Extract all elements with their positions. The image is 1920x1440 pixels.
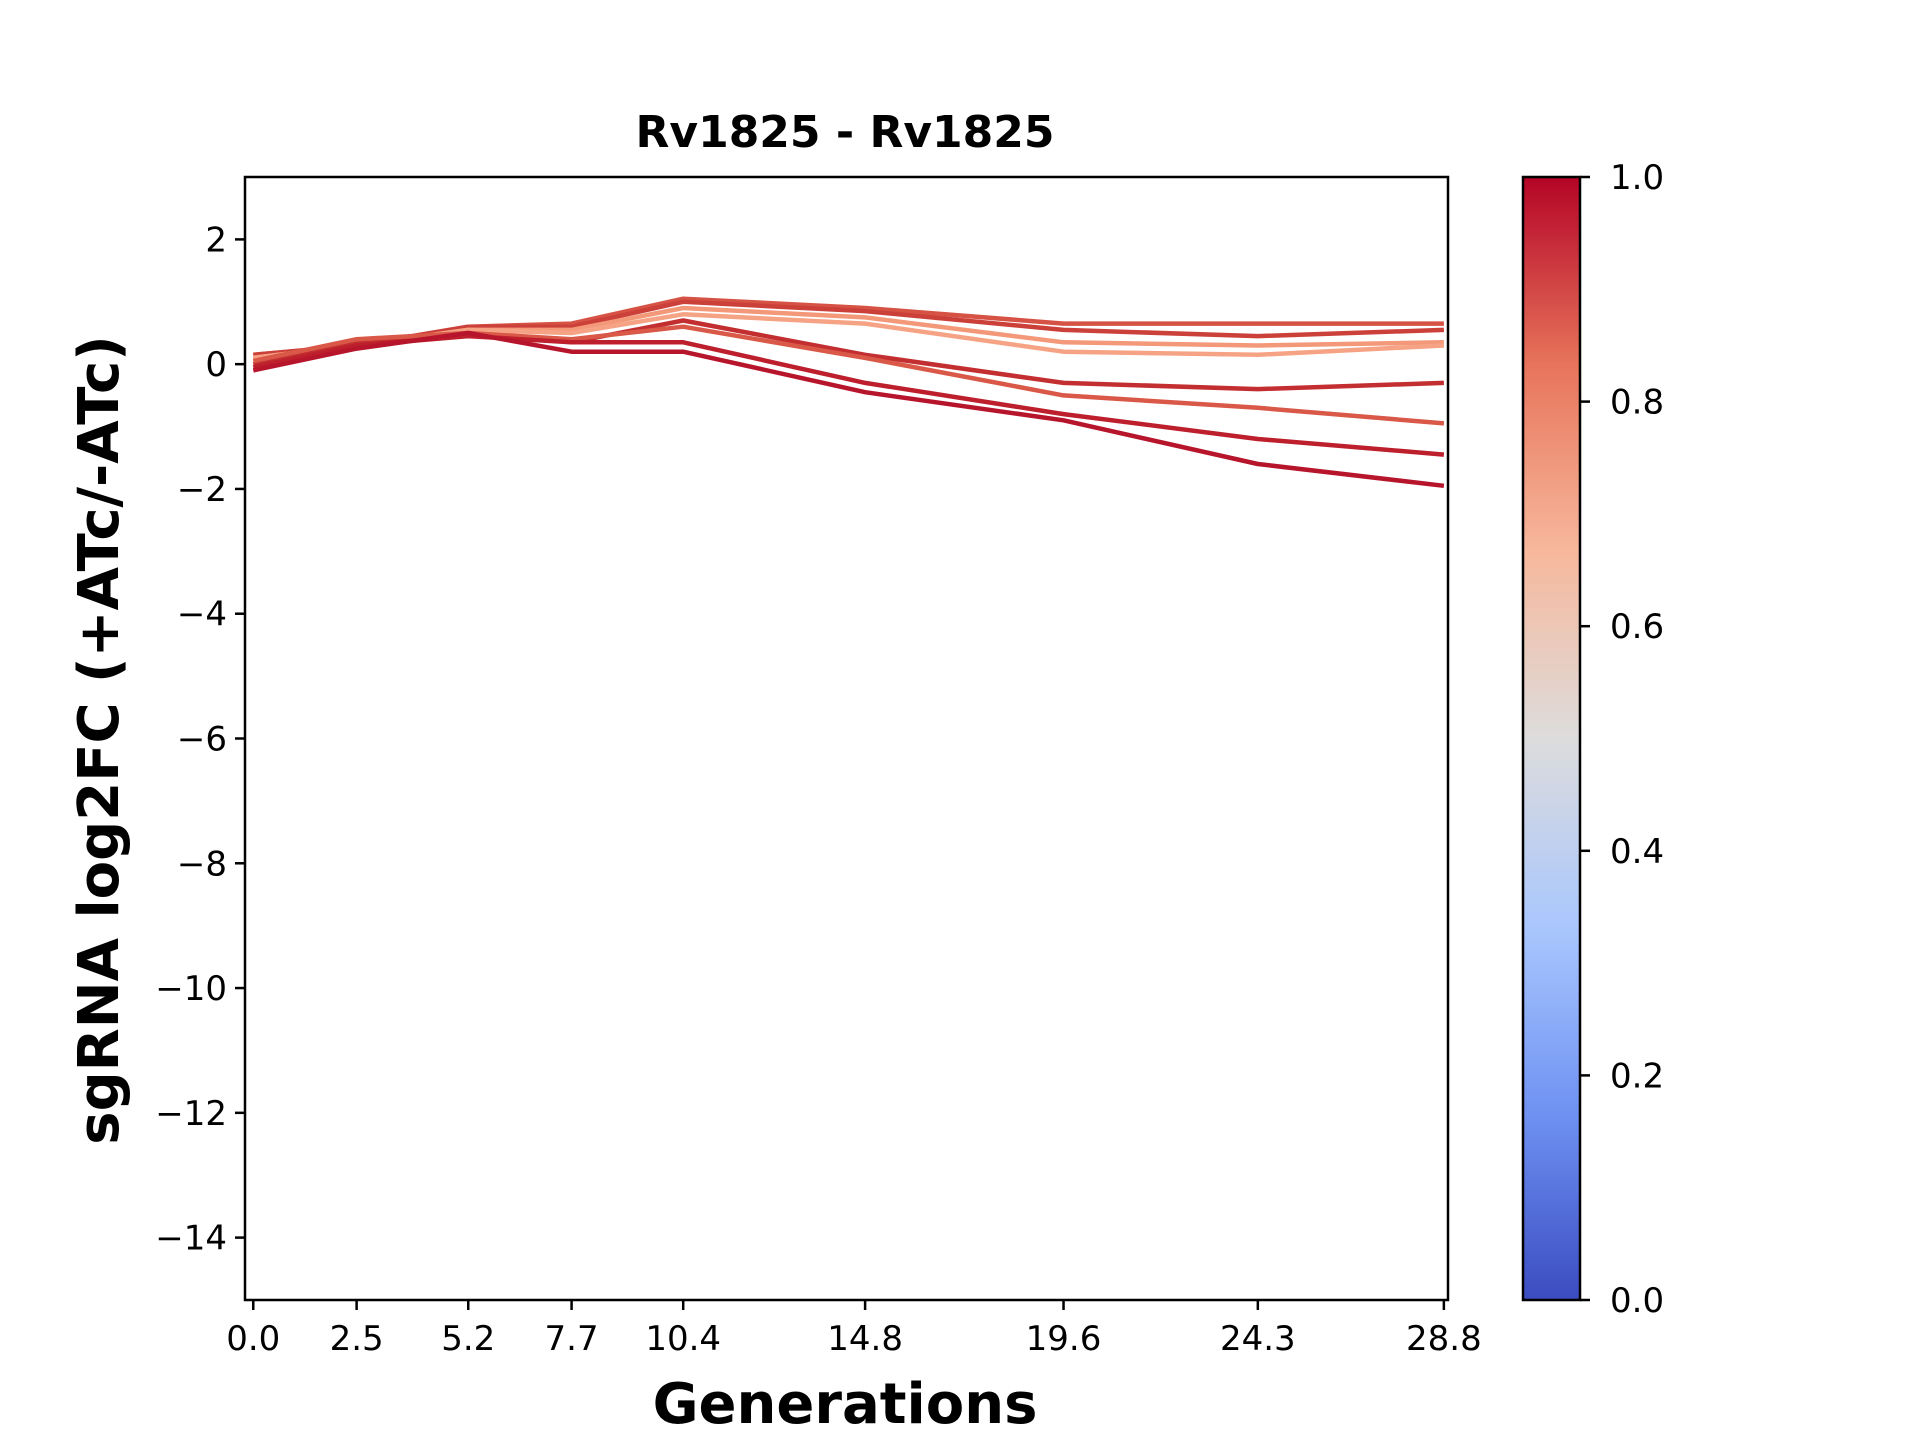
plot-area: 0.0 2.5 5.2 7.7 10.4 14.8 19.6 24.3 28.8 2 0 −2 −4 −6… (155, 175, 1482, 1359)
y-tick-label: −8 (177, 844, 227, 884)
colorbar-tick-label: 0.0 (1610, 1281, 1664, 1321)
colorbar-tick-label: 0.8 (1610, 383, 1664, 423)
x-tick-label: 5.2 (441, 1319, 495, 1359)
chart-title: Rv1825 - Rv1825 (636, 107, 1055, 158)
y-tick-label: −14 (155, 1219, 227, 1259)
y-tick-label: −2 (177, 470, 227, 510)
colorbar: 1.0 0.8 0.6 0.4 0.2 0.0 (1521, 158, 1664, 1321)
colorbar-tick-label: 1.0 (1610, 158, 1664, 198)
y-tick-label: −12 (155, 1094, 227, 1134)
series-line-6 (252, 324, 1445, 426)
x-tick-label: 19.6 (1026, 1319, 1102, 1359)
x-tick-label: 0.0 (226, 1319, 280, 1359)
y-axis-title: sgRNA log2FC (+ATc/-ATc) (67, 335, 132, 1145)
y-tick-label: −10 (155, 969, 227, 1009)
x-tick-label: 14.8 (827, 1319, 903, 1359)
y-tick-label: 2 (205, 220, 227, 260)
y-tick-label: −4 (177, 595, 227, 635)
x-tick-label: 10.4 (645, 1319, 721, 1359)
colorbar-tick-label: 0.4 (1610, 832, 1664, 872)
x-tick-label: 2.5 (330, 1319, 384, 1359)
colorbar-gradient (1521, 175, 1582, 1302)
x-tick-label: 28.8 (1406, 1319, 1482, 1359)
x-axis-title: Generations (653, 1372, 1038, 1437)
colorbar-tick-label: 0.2 (1610, 1056, 1664, 1096)
series-line-8 (252, 330, 1445, 489)
colorbar-tick-label: 0.6 (1610, 607, 1664, 647)
x-tick-label: 7.7 (545, 1319, 599, 1359)
x-tick-label: 24.3 (1220, 1319, 1296, 1359)
y-tick-label: −6 (177, 720, 227, 760)
y-tick-label: 0 (205, 345, 227, 385)
